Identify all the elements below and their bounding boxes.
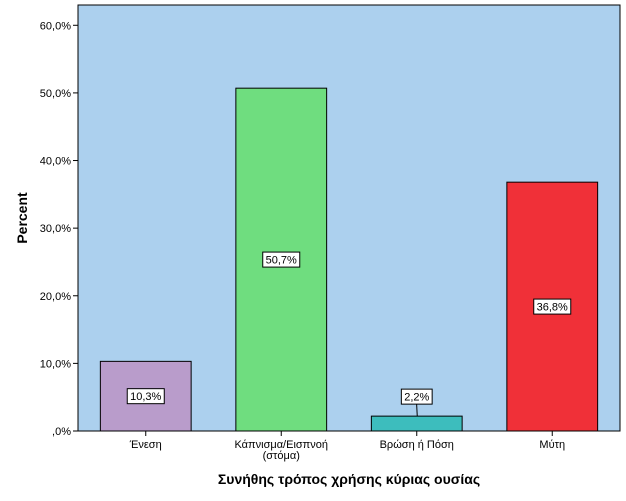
y-tick-label: 40,0% (40, 156, 71, 168)
x-ticks-layer: Ένεση Κάπνισμα/Εισπνοή (στόμα) Βρώση ή Πόση… (129, 431, 565, 462)
x-tick-label: Κάπνισμα/Εισπνοή (στόμα) (234, 439, 328, 462)
data-label-box (400, 388, 433, 405)
data-label: 50,7% (266, 255, 297, 267)
x-tick-label: Μύτη (539, 439, 565, 451)
data-label: 10,3% (130, 391, 161, 403)
y-tick-label: 60,0% (40, 20, 71, 32)
data-label-box (126, 388, 165, 405)
data-label: 2,2% (404, 392, 429, 404)
y-tick-label: ,0% (52, 426, 71, 438)
data-label-box (533, 298, 572, 315)
data-labels-layer: 10,3% 50,7% 2,2% 36,8% (126, 251, 572, 417)
x-axis-title: Συνήθης τρόπος χρήσης κύριας ουσίας (218, 471, 480, 487)
y-ticks-layer: ,0% 10,0% 20,0% 30,0% 40,0% 50,0% 60,0% (40, 20, 78, 438)
data-label-box (262, 251, 301, 268)
y-tick-label: 20,0% (40, 291, 71, 303)
bar (370, 415, 463, 432)
y-tick-label: 30,0% (40, 223, 71, 235)
x-tick-label: Βρώση ή Πόση (380, 439, 454, 451)
data-label: 36,8% (537, 302, 568, 314)
x-tick-label: Ένεση (129, 439, 162, 451)
y-tick-label: 10,0% (40, 358, 71, 370)
y-tick-label: 50,0% (40, 88, 71, 100)
y-axis-title: Percent (14, 192, 30, 244)
